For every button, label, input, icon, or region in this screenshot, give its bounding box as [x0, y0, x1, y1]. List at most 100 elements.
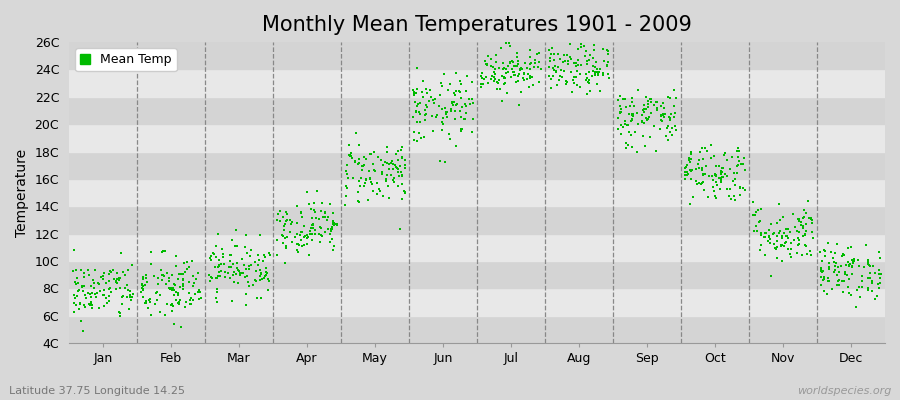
Point — [694, 181, 708, 187]
Point — [613, 110, 627, 116]
Point — [597, 58, 611, 65]
Point — [720, 186, 734, 192]
Point — [162, 278, 176, 284]
Point — [563, 56, 578, 62]
Point — [763, 236, 778, 242]
Point — [114, 294, 129, 300]
Point — [510, 54, 525, 60]
Point — [304, 206, 319, 212]
Point — [230, 260, 244, 266]
Point — [634, 112, 649, 119]
Point — [69, 281, 84, 287]
Point — [395, 172, 410, 178]
Point — [253, 273, 267, 280]
Point — [379, 177, 393, 184]
Point — [351, 198, 365, 204]
Point — [395, 196, 410, 202]
Point — [94, 274, 108, 280]
Point — [421, 98, 436, 104]
Point — [838, 268, 852, 275]
Point — [73, 300, 87, 306]
Point — [781, 225, 796, 232]
Point — [448, 92, 463, 98]
Point — [167, 321, 182, 328]
Point — [834, 252, 849, 259]
Point — [398, 162, 412, 168]
Point — [172, 271, 186, 277]
Point — [509, 62, 524, 69]
Point — [202, 255, 217, 262]
Point — [453, 89, 467, 95]
Point — [123, 292, 138, 298]
Point — [112, 277, 126, 283]
Point — [410, 100, 425, 107]
Point — [583, 88, 598, 94]
Point — [72, 286, 86, 293]
Point — [816, 268, 831, 274]
Point — [590, 59, 604, 66]
Point — [495, 97, 509, 104]
Point — [105, 267, 120, 273]
Point — [850, 286, 864, 293]
Point — [532, 50, 546, 56]
Point — [305, 231, 320, 237]
Point — [184, 301, 198, 307]
Point — [326, 247, 340, 253]
Point — [842, 261, 857, 267]
Point — [817, 274, 832, 281]
Point — [549, 68, 563, 74]
Point — [293, 209, 308, 216]
Point — [256, 258, 270, 264]
Point — [148, 290, 163, 297]
Point — [568, 74, 582, 80]
Point — [571, 62, 585, 68]
Point — [707, 153, 722, 160]
Point — [363, 150, 377, 157]
Point — [842, 290, 857, 296]
Point — [830, 272, 844, 278]
Point — [601, 71, 616, 77]
Point — [262, 278, 276, 284]
Point — [315, 200, 329, 206]
Point — [591, 71, 606, 77]
Point — [689, 178, 704, 184]
Point — [384, 160, 399, 166]
Point — [185, 282, 200, 289]
Point — [698, 163, 713, 170]
Point — [313, 238, 328, 245]
Point — [363, 176, 377, 182]
Point — [172, 298, 186, 305]
Point — [772, 230, 787, 236]
Point — [124, 296, 139, 303]
Point — [398, 189, 412, 195]
Point — [566, 74, 580, 80]
Point — [836, 278, 850, 284]
Point — [353, 183, 367, 189]
Point — [636, 132, 651, 139]
Point — [435, 127, 449, 134]
Point — [644, 99, 658, 106]
Point — [278, 235, 293, 242]
Point — [517, 77, 531, 83]
Point — [204, 275, 219, 282]
Point — [510, 36, 525, 42]
Point — [386, 165, 400, 172]
Point — [763, 273, 778, 279]
Point — [393, 163, 408, 170]
Point — [248, 268, 263, 274]
Point — [861, 256, 876, 263]
Point — [724, 154, 739, 160]
Point — [389, 164, 403, 170]
Point — [502, 42, 517, 49]
Point — [418, 106, 432, 113]
Point — [291, 249, 305, 255]
Point — [446, 102, 460, 108]
Point — [714, 175, 728, 182]
Point — [462, 96, 476, 102]
Bar — [69, 288, 885, 316]
Point — [543, 54, 557, 61]
Point — [224, 298, 238, 304]
Point — [76, 328, 91, 334]
Point — [83, 290, 97, 297]
Point — [302, 201, 317, 207]
